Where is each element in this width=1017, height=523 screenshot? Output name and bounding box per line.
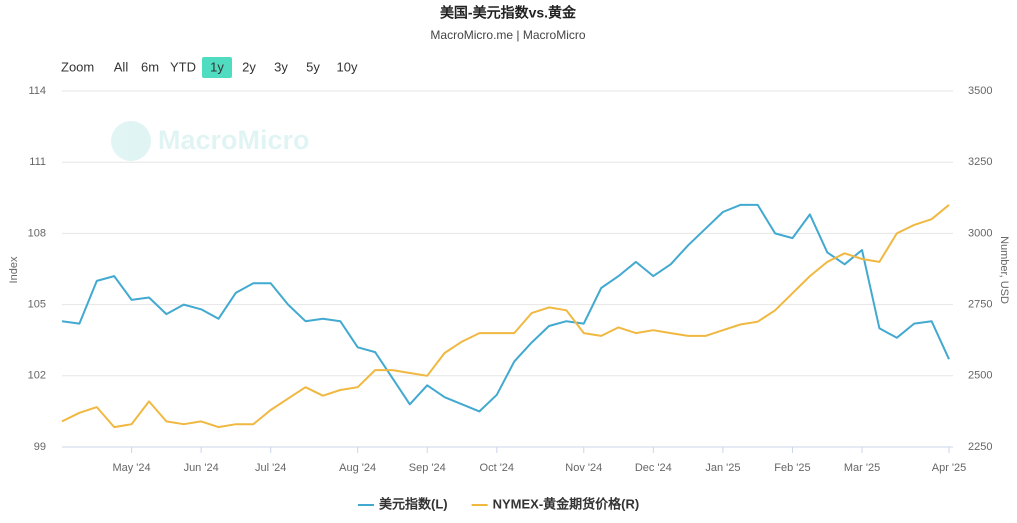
watermark: MacroMicro: [111, 121, 310, 161]
y-tick-label: 102: [28, 370, 46, 382]
range-button[interactable]: YTD: [170, 59, 196, 74]
x-tick-label: Sep '24: [409, 462, 446, 474]
legend-label[interactable]: NYMEX-黄金期货价格(R): [493, 496, 640, 511]
x-tick-label: Jul '24: [255, 462, 286, 474]
y2-tick-label: 3500: [968, 85, 992, 97]
y2-tick-label: 2250: [968, 441, 992, 453]
range-button[interactable]: 5y: [306, 59, 320, 74]
y-tick-label: 99: [34, 441, 46, 453]
y2-tick-label: 2500: [968, 370, 992, 382]
y2-tick-label: 3000: [968, 227, 992, 239]
grid: 99 102 105 108 111 114 2250 2500 2750 3000 3250 350…: [28, 85, 993, 474]
data-line: [61, 204, 950, 429]
legend: 美元指数(L) NYMEX-黄金期货价格(R): [358, 496, 639, 511]
x-tick-label: Apr '25: [932, 462, 967, 474]
x-tick-label: Mar '25: [844, 462, 880, 474]
y2-tick-label: 3250: [968, 156, 992, 168]
range-button[interactable]: 3y: [274, 59, 288, 74]
range-button[interactable]: 6m: [141, 59, 159, 74]
zoom-label: Zoom: [61, 59, 94, 74]
range-selector: Zoom All 6m YTD 1y 2y 3y 5y 10y: [61, 57, 358, 78]
x-tick-label: Feb '25: [774, 462, 810, 474]
data-line: [61, 203, 950, 413]
y2-axis-title: Number, USD: [998, 236, 1010, 304]
legend-label[interactable]: 美元指数(L): [379, 496, 448, 511]
y2-tick-label: 2750: [968, 299, 992, 311]
range-button[interactable]: 2y: [242, 59, 256, 74]
y-axis-title: Index: [8, 256, 20, 283]
x-tick-label: Dec '24: [635, 462, 672, 474]
x-tick-label: Nov '24: [565, 462, 602, 474]
x-tick-label: Jun '24: [184, 462, 219, 474]
x-tick-label: Jan '25: [705, 462, 740, 474]
range-button[interactable]: 1y: [210, 59, 224, 74]
chart-title: 美国-美元指数vs.黄金: [440, 5, 577, 21]
range-button[interactable]: All: [114, 59, 129, 74]
x-tick-label: Oct '24: [480, 462, 515, 474]
y-tick-label: 105: [28, 299, 46, 311]
watermark-text: MacroMicro: [158, 125, 310, 155]
watermark-logo: [111, 121, 151, 161]
chart-subtitle: MacroMicro.me | MacroMicro: [430, 28, 585, 42]
x-tick-label: Aug '24: [339, 462, 376, 474]
range-button-bg: [202, 57, 232, 78]
y-tick-label: 114: [28, 85, 46, 97]
range-button[interactable]: 10y: [337, 59, 358, 74]
y-tick-label: 108: [28, 227, 46, 239]
plot: [61, 203, 950, 429]
y-tick-label: 111: [29, 156, 46, 168]
x-tick-label: May '24: [112, 462, 150, 474]
